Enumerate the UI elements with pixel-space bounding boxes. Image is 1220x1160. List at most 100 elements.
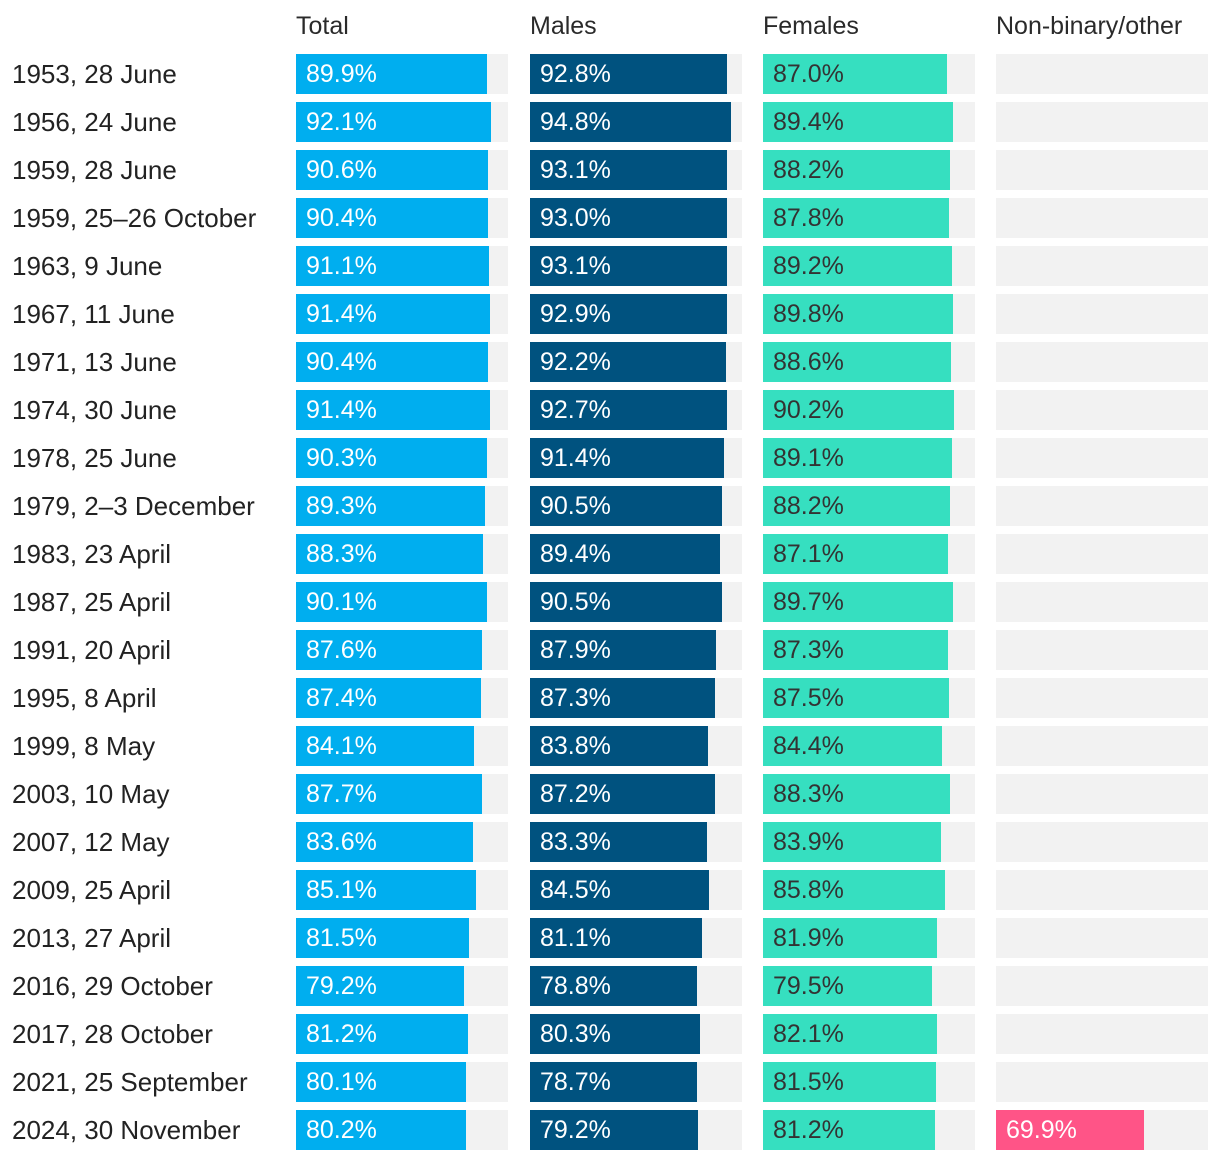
bar-track-total: 84.1% [296,726,508,766]
bar-males [530,102,731,142]
bar-males [530,438,724,478]
bar-females [763,390,955,430]
bar-value-label-females: 87.8% [773,204,844,232]
bar-track-total: 90.6% [296,150,508,190]
bar-value-label-females: 81.2% [773,1116,844,1144]
bar-value-label-total: 80.1% [306,1068,377,1096]
bar-value-label-females: 87.5% [773,684,844,712]
bar-value-label-females: 87.0% [773,60,844,88]
bar-value-label-females: 89.2% [773,252,844,280]
bar-track-nonbinary [996,246,1208,286]
bar-females [763,822,941,862]
bar-track-males: 79.2% [530,1110,742,1150]
bar-females [763,726,942,766]
bar-total [296,918,469,958]
bar-males [530,774,715,814]
bar-value-label-females: 82.1% [773,1020,844,1048]
bar-value-label-females: 89.4% [773,108,844,136]
bar-value-label-males: 92.7% [540,396,611,424]
bar-value-label-males: 81.1% [540,924,611,952]
bar-value-label-males: 78.7% [540,1068,611,1096]
bar-value-label-males: 78.8% [540,972,611,1000]
bar-value-label-males: 87.2% [540,780,611,808]
bar-total [296,726,475,766]
bar-track-males: 93.1% [530,246,742,286]
bar-track-females: 87.1% [763,534,975,574]
bar-track-females: 89.4% [763,102,975,142]
bar-track-total: 88.3% [296,534,508,574]
bar-track-females: 87.5% [763,678,975,718]
bar-females [763,1062,936,1102]
bar-track-females: 85.8% [763,870,975,910]
bar-track-total: 81.2% [296,1014,508,1054]
bar-value-label-total: 81.2% [306,1020,377,1048]
bar-track-males: 91.4% [530,438,742,478]
bar-value-label-females: 84.4% [773,732,844,760]
bar-value-label-total: 91.4% [306,300,377,328]
bar-total [296,486,486,526]
bar-track-females: 89.2% [763,246,975,286]
bar-value-label-females: 90.2% [773,396,844,424]
bar-track-nonbinary [996,102,1208,142]
bar-value-label-males: 84.5% [540,876,611,904]
bar-males [530,822,707,862]
row-label: 1999, 8 May [12,731,156,761]
bar-females [763,630,949,670]
bar-track-nonbinary [996,1062,1208,1102]
bar-value-label-total: 90.4% [306,204,377,232]
bar-track-females: 90.2% [763,390,975,430]
bar-track-males: 87.3% [530,678,742,718]
row-label: 2021, 25 September [12,1067,248,1097]
bar-track-males: 87.2% [530,774,742,814]
bar-value-label-total: 90.4% [306,348,377,376]
bar-track-nonbinary [996,198,1208,238]
bar-track-females: 88.2% [763,486,975,526]
bar-track-total: 85.1% [296,870,508,910]
bar-total [296,966,464,1006]
bar-males [530,390,727,430]
row-label: 1959, 25–26 October [12,203,257,233]
bar-track-nonbinary [996,870,1208,910]
bar-track-females: 87.0% [763,54,975,94]
row-label: 1978, 25 June [12,443,177,473]
bar-value-label-males: 83.8% [540,732,611,760]
bar-males [530,582,722,622]
bar-value-label-females: 81.9% [773,924,844,952]
bar-value-label-females: 89.1% [773,444,844,472]
bar-total [296,1062,466,1102]
bar-females [763,438,952,478]
bar-value-label-total: 90.6% [306,156,377,184]
bar-value-label-males: 90.5% [540,492,611,520]
row-label: 1991, 20 April [12,635,172,665]
bar-females [763,678,949,718]
bar-females [763,150,950,190]
bar-males [530,918,702,958]
bar-track-females: 84.4% [763,726,975,766]
bar-total [296,246,490,286]
bar-males [530,870,710,910]
bar-track-females: 83.9% [763,822,975,862]
bar-track-nonbinary [996,630,1208,670]
bar-track-total: 81.5% [296,918,508,958]
bar-females [763,198,950,238]
bar-value-label-females: 89.8% [773,300,844,328]
bar-track-total: 91.1% [296,246,508,286]
bar-total [296,390,490,430]
bar-track-total: 91.4% [296,390,508,430]
row-label: 1974, 30 June [12,395,177,425]
bar-value-label-males: 92.2% [540,348,611,376]
bar-females [763,342,951,382]
bar-females [763,918,937,958]
bar-value-label-males: 93.1% [540,156,611,184]
bar-total [296,102,492,142]
bar-track-total: 90.1% [296,582,508,622]
bar-value-label-males: 80.3% [540,1020,611,1048]
bar-track-males: 80.3% [530,1014,742,1054]
bar-track-total: 83.6% [296,822,508,862]
bar-value-label-total: 89.9% [306,60,377,88]
bar-track-males: 78.8% [530,966,742,1006]
bar-track-nonbinary [996,1014,1208,1054]
bar-females [763,294,954,334]
bar-females [763,582,954,622]
